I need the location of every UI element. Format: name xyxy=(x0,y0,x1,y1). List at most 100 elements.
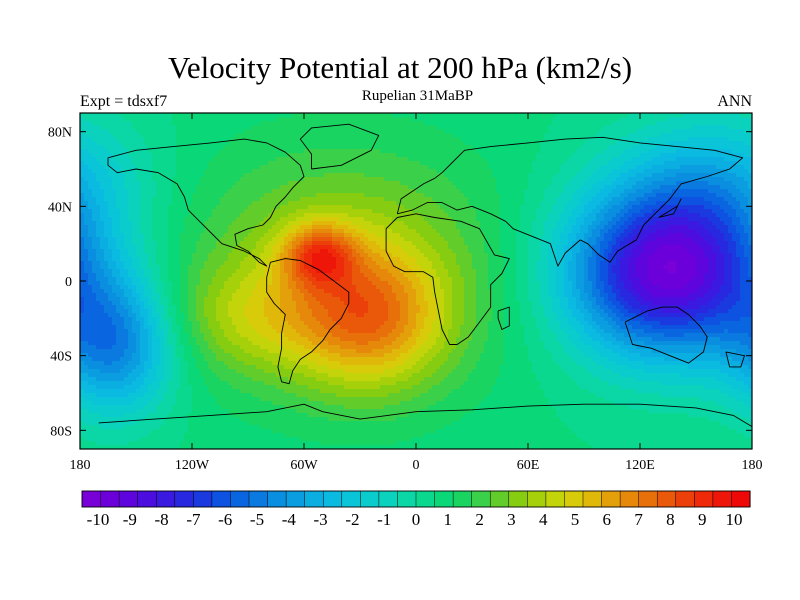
field-cell xyxy=(268,225,273,230)
field-cell xyxy=(140,265,145,270)
field-cell xyxy=(304,205,309,210)
field-cell xyxy=(192,285,197,290)
field-cell xyxy=(308,409,313,414)
field-cell xyxy=(316,117,321,122)
field-cell xyxy=(212,157,217,162)
field-cell xyxy=(232,297,237,302)
field-cell xyxy=(144,437,149,442)
field-cell xyxy=(308,121,313,126)
field-cell xyxy=(144,205,149,210)
field-cell xyxy=(236,357,241,362)
field-cell xyxy=(156,309,161,314)
field-cell xyxy=(316,153,321,158)
field-cell xyxy=(176,161,181,166)
field-cell xyxy=(272,173,277,178)
field-cell xyxy=(188,421,193,426)
field-cell xyxy=(120,197,125,202)
field-cell xyxy=(248,233,253,238)
field-cell xyxy=(300,261,305,266)
field-cell xyxy=(212,393,217,398)
field-cell xyxy=(248,281,253,286)
field-cell xyxy=(256,357,261,362)
field-cell xyxy=(216,117,221,122)
field-cell xyxy=(116,397,121,402)
field-cell xyxy=(180,341,185,346)
field-cell xyxy=(240,149,245,154)
field-cell xyxy=(204,113,209,118)
field-cell xyxy=(112,393,117,398)
field-cell xyxy=(220,317,225,322)
field-cell xyxy=(92,325,97,330)
field-cell xyxy=(156,381,161,386)
field-cell xyxy=(256,261,261,266)
field-cell xyxy=(236,193,241,198)
field-cell xyxy=(144,277,149,282)
field-cell xyxy=(228,213,233,218)
field-cell xyxy=(272,361,277,366)
field-cell xyxy=(228,209,233,214)
field-cell xyxy=(296,129,301,134)
field-cell xyxy=(232,349,237,354)
field-cell xyxy=(116,121,121,126)
field-cell xyxy=(256,201,261,206)
field-cell xyxy=(280,277,285,282)
field-cell xyxy=(176,137,181,142)
field-cell xyxy=(200,221,205,226)
field-cell xyxy=(172,201,177,206)
field-cell xyxy=(284,401,289,406)
field-cell xyxy=(284,221,289,226)
field-cell xyxy=(196,125,201,130)
field-cell xyxy=(244,229,249,234)
field-cell xyxy=(292,229,297,234)
field-cell xyxy=(268,193,273,198)
field-cell xyxy=(188,261,193,266)
field-cell xyxy=(192,309,197,314)
field-cell xyxy=(116,173,121,178)
field-cell xyxy=(280,381,285,386)
field-cell xyxy=(132,237,137,242)
field-cell xyxy=(120,261,125,266)
field-cell xyxy=(104,245,109,250)
field-cell xyxy=(216,417,221,422)
field-cell xyxy=(300,121,305,126)
field-cell xyxy=(140,253,145,258)
field-cell xyxy=(316,209,321,214)
field-cell xyxy=(260,397,265,402)
field-cell xyxy=(204,409,209,414)
field-cell xyxy=(100,125,105,130)
field-cell xyxy=(88,257,93,262)
field-cell xyxy=(132,269,137,274)
field-cell xyxy=(312,305,317,310)
field-cell xyxy=(184,185,189,190)
field-cell xyxy=(260,165,265,170)
field-cell xyxy=(124,401,129,406)
field-cell xyxy=(220,397,225,402)
field-cell xyxy=(192,205,197,210)
field-cell xyxy=(200,305,205,310)
field-cell xyxy=(304,405,309,410)
field-cell xyxy=(112,425,117,430)
field-cell xyxy=(244,441,249,446)
field-cell xyxy=(128,433,133,438)
field-cell xyxy=(184,397,189,402)
field-cell xyxy=(148,181,153,186)
field-cell xyxy=(252,429,257,434)
field-cell xyxy=(96,181,101,186)
field-cell xyxy=(100,357,105,362)
field-cell xyxy=(112,345,117,350)
field-cell xyxy=(176,233,181,238)
field-cell xyxy=(164,409,169,414)
field-cell xyxy=(128,197,133,202)
field-cell xyxy=(164,377,169,382)
field-cell xyxy=(208,345,213,350)
field-cell xyxy=(308,253,313,258)
field-cell xyxy=(220,245,225,250)
field-cell xyxy=(188,209,193,214)
field-cell xyxy=(224,157,229,162)
field-cell xyxy=(96,421,101,426)
field-cell xyxy=(160,177,165,182)
field-cell xyxy=(300,409,305,414)
field-cell xyxy=(220,221,225,226)
field-cell xyxy=(280,305,285,310)
field-cell xyxy=(252,417,257,422)
